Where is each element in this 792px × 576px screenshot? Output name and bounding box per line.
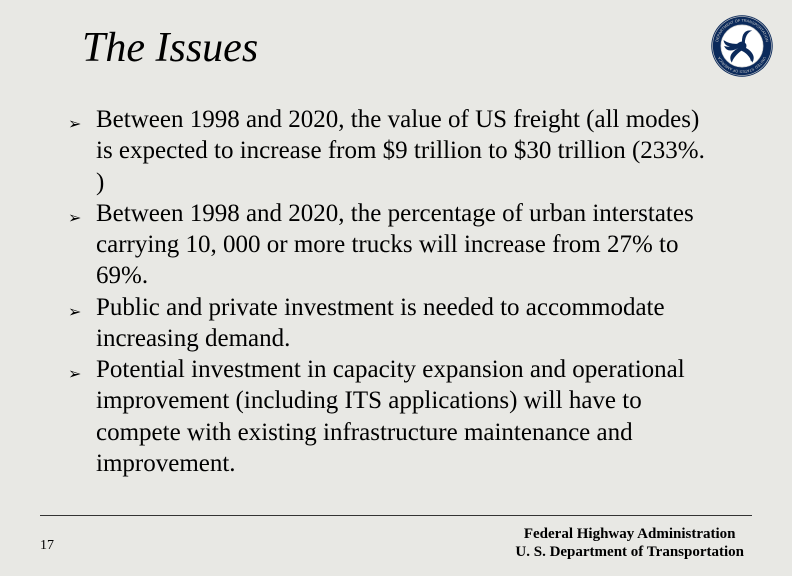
bullet-marker-icon: ➢ — [68, 104, 96, 142]
bullet-marker-icon: ➢ — [68, 354, 96, 392]
list-item: ➢ Public and private investment is neede… — [68, 292, 718, 355]
slide-title: The Issues — [82, 24, 258, 72]
page-number: 17 — [40, 538, 54, 554]
footer: Federal Highway Administration U. S. Dep… — [515, 525, 744, 563]
footer-line-2: U. S. Department of Transportation — [515, 543, 744, 562]
dot-seal-icon: DEPARTMENT OF TRANSPORTATION UNITED STAT… — [710, 14, 774, 78]
bullet-text: Between 1998 and 2020, the value of US f… — [96, 104, 718, 198]
footer-line-1: Federal Highway Administration — [515, 525, 744, 544]
bullet-text: Potential investment in capacity expansi… — [96, 354, 718, 479]
list-item: ➢ Between 1998 and 2020, the value of US… — [68, 104, 718, 198]
list-item: ➢ Between 1998 and 2020, the percentage … — [68, 198, 718, 292]
divider-line — [40, 515, 752, 516]
slide: The Issues DEPARTMENT OF TRANSPORTATION … — [0, 0, 792, 576]
bullet-text: Public and private investment is needed … — [96, 292, 718, 355]
bullet-marker-icon: ➢ — [68, 292, 96, 330]
bullet-list: ➢ Between 1998 and 2020, the value of US… — [68, 104, 718, 479]
list-item: ➢ Potential investment in capacity expan… — [68, 354, 718, 479]
bullet-marker-icon: ➢ — [68, 198, 96, 236]
bullet-text: Between 1998 and 2020, the percentage of… — [96, 198, 718, 292]
